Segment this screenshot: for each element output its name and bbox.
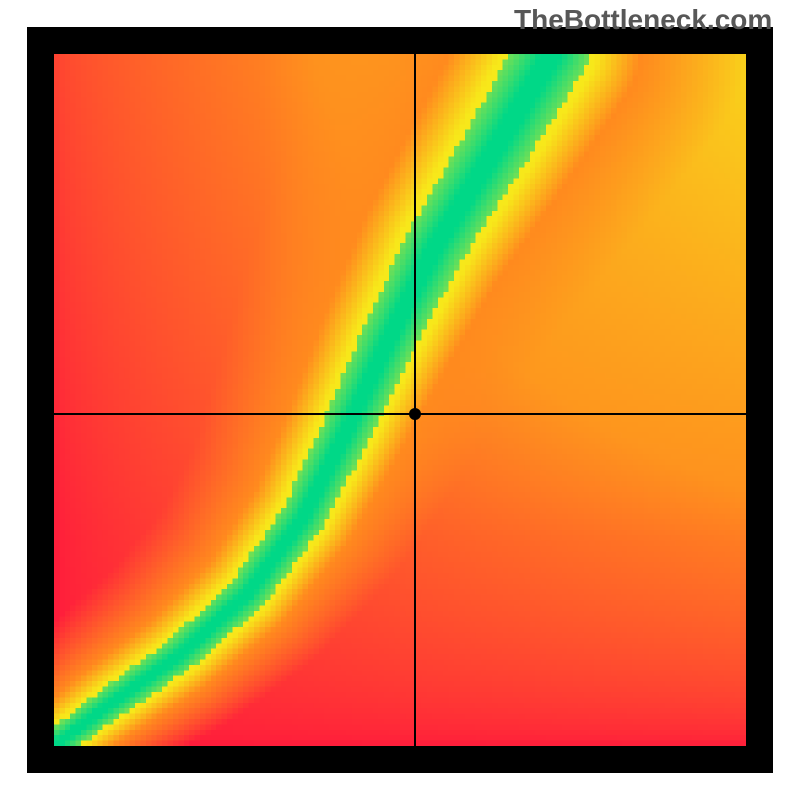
stage: TheBottleneck.com xyxy=(0,0,800,800)
crosshair-vertical xyxy=(414,54,416,746)
crosshair-horizontal xyxy=(54,413,746,415)
watermark-text: TheBottleneck.com xyxy=(514,4,772,36)
heatmap-plot xyxy=(54,54,746,746)
data-point xyxy=(409,408,421,420)
